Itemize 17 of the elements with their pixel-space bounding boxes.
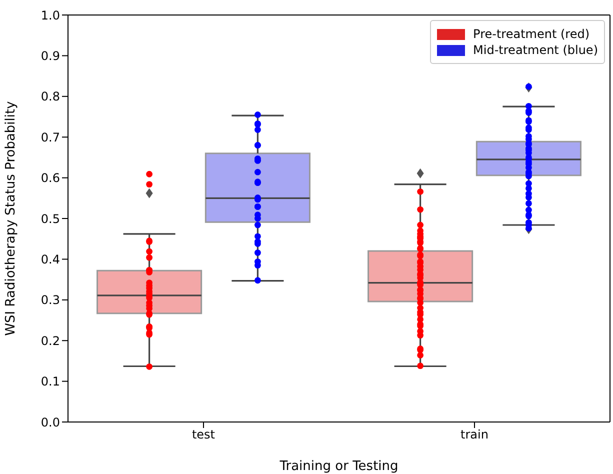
y-tick-label: 0.1 — [40, 374, 60, 389]
y-tick-label: 0.9 — [40, 48, 60, 63]
y-tick-label: 0.5 — [40, 212, 60, 226]
y-axis-title: WSI Radiotherapy Status Probability — [4, 100, 19, 336]
y-tick-label: 1.0 — [40, 8, 60, 22]
y-tick-label: 0.0 — [40, 415, 60, 430]
y-tick-label: 0.6 — [40, 171, 60, 186]
y-tick-label: 0.4 — [40, 252, 60, 266]
y-tick-label: 0.3 — [40, 293, 60, 308]
y-tick-label: 0.2 — [40, 334, 60, 348]
y-tick-label: 0.7 — [40, 130, 60, 144]
legend-label: Mid-treatment (blue) — [473, 43, 598, 57]
x-tick-label: train — [460, 428, 488, 442]
x-axis-title: Training or Testing — [278, 459, 398, 474]
y-tick-label: 0.8 — [40, 90, 60, 104]
x-tick-label: test — [192, 428, 216, 442]
legend-label: Pre-treatment (red) — [473, 27, 590, 41]
